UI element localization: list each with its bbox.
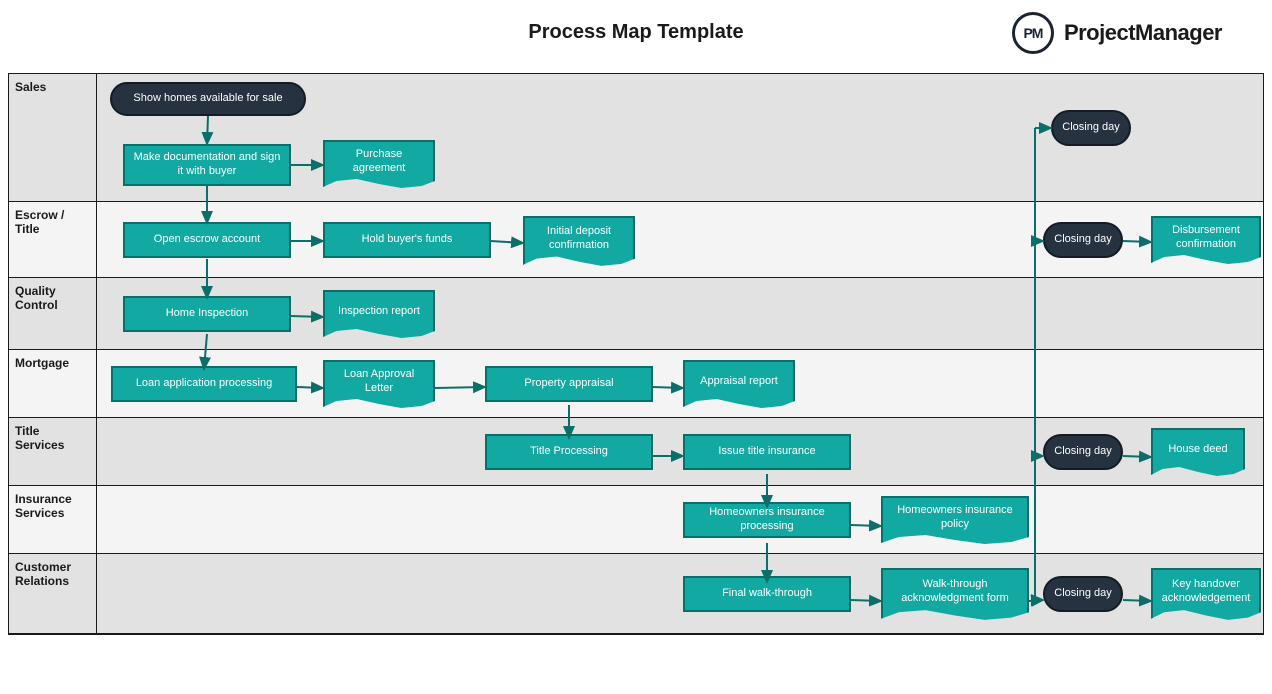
lane-label: Escrow / Title [9, 202, 97, 277]
brand-logo-icon: PM [1012, 12, 1054, 54]
page-title: Process Map Template [528, 21, 743, 44]
node-process: Loan application processing [111, 366, 297, 402]
lane-body: Final walk-through Walk-through acknowled… [97, 554, 1263, 633]
node-document: Walk-through acknowledgment form [881, 568, 1029, 622]
node-process: Title Processing [485, 434, 653, 470]
page-header: Process Map Template PM ProjectManager [0, 0, 1272, 65]
node-terminal: Closing day [1043, 222, 1123, 258]
node-document: Disbursement confirmation [1151, 216, 1261, 266]
node-document: Appraisal report [683, 360, 795, 410]
node-process: Issue title insurance [683, 434, 851, 470]
lane-body: Show homes available for sale Make docume… [97, 74, 1263, 201]
lane-body: Homeowners insurance processing Homeowner… [97, 486, 1263, 553]
lane-body: Open escrow account Hold buyer's funds Ini… [97, 202, 1263, 277]
node-document: Purchase agreement [323, 140, 435, 190]
node-terminal: Show homes available for sale [110, 82, 306, 116]
node-process: Home Inspection [123, 296, 291, 332]
node-process: Property appraisal [485, 366, 653, 402]
lane-body: Home Inspection Inspection report [97, 278, 1263, 349]
node-terminal: Closing day [1043, 434, 1123, 470]
node-document: Key handover acknowledgement [1151, 568, 1261, 622]
node-process: Hold buyer's funds [323, 222, 491, 258]
node-process: Make documentation and sign it with buye… [123, 144, 291, 186]
node-process: Open escrow account [123, 222, 291, 258]
node-document: Initial deposit confirmation [523, 216, 635, 268]
lane-label: Mortgage [9, 350, 97, 417]
node-document: Homeowners insurance policy [881, 496, 1029, 546]
lane-label: Sales [9, 74, 97, 201]
lane-label: Insurance Services [9, 486, 97, 553]
node-terminal: Closing day [1043, 576, 1123, 612]
node-process: Homeowners insurance processing [683, 502, 851, 538]
brand: PM ProjectManager [1012, 12, 1222, 54]
swimlane-diagram: Sales Show homes available for sale Make d… [8, 73, 1264, 635]
lane-label: Customer Relations [9, 554, 97, 633]
brand-name: ProjectManager [1064, 20, 1222, 46]
lane-label: Title Services [9, 418, 97, 485]
lane-label: Quality Control [9, 278, 97, 349]
node-document: House deed [1151, 428, 1245, 478]
node-document: Inspection report [323, 290, 435, 340]
node-document: Loan Approval Letter [323, 360, 435, 410]
lane-body: Loan application processing Loan Approval… [97, 350, 1263, 417]
node-process: Final walk-through [683, 576, 851, 612]
node-terminal: Closing day [1051, 110, 1131, 146]
lane-body: Title Processing Issue title insurance Clo… [97, 418, 1263, 485]
